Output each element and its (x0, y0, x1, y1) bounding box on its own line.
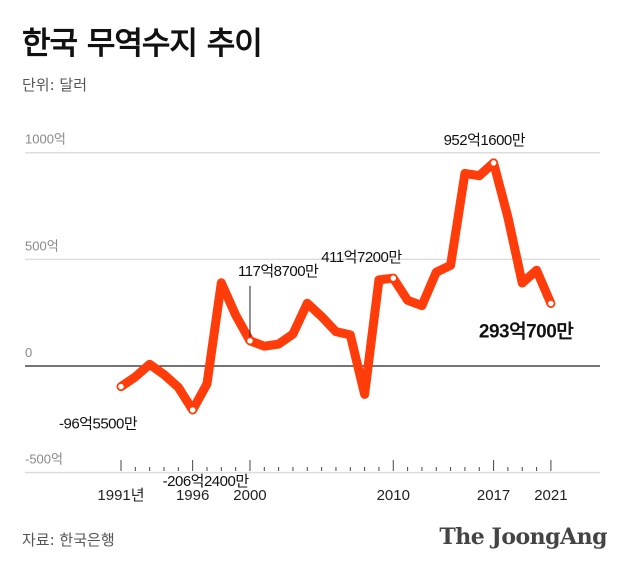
x-tick-label: 1996 (176, 487, 209, 504)
chart-title: 한국 무역수지 추이 (22, 26, 263, 62)
data-point-marker (389, 273, 398, 283)
data-point-marker (245, 336, 255, 346)
y-tick-label: 1000억 (25, 132, 66, 147)
y-tick-label: 500억 (25, 238, 59, 253)
series-line (116, 158, 556, 415)
brand-logo: The JoongAng (439, 524, 607, 550)
data-label: -96억5500만 (59, 416, 138, 433)
y-tick-label: -500억 (25, 452, 63, 467)
x-tick-label: 2021 (534, 487, 567, 504)
data-label: -206억2400만 (163, 473, 250, 490)
x-tick-label: 1991년 (97, 487, 144, 504)
data-point-marker (489, 158, 498, 168)
data-point-marker (188, 405, 197, 415)
data-point-marker (546, 299, 556, 308)
x-tick-label: 2017 (477, 487, 510, 504)
unit-label: 단위: 달러 (22, 76, 88, 94)
x-tick-label: 2010 (377, 487, 410, 504)
source-label: 자료: 한국은행 (22, 531, 115, 549)
data-label: 952억1600만 (444, 132, 526, 149)
y-tick-label: 0 (25, 345, 32, 360)
data-label: 117억8700만 (238, 263, 319, 280)
data-label: 411억7200만 (321, 249, 402, 266)
x-tick-label: 2000 (233, 487, 266, 504)
data-point-marker (116, 382, 126, 391)
data-label: 293억700만 (479, 320, 574, 342)
